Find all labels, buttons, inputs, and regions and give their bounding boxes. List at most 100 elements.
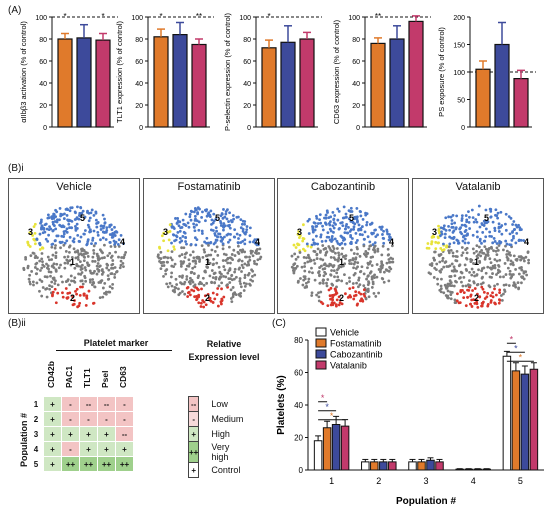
tsne-point: [497, 226, 501, 230]
tsne-point: [197, 282, 201, 286]
tsne-point: [227, 220, 230, 223]
tsne-point: [197, 288, 200, 292]
bar-cabozantinib: [520, 373, 530, 471]
tsne-point: [495, 246, 499, 250]
tsne-point: [483, 297, 487, 300]
tsne-point: [471, 289, 474, 292]
tsne-point: [294, 266, 298, 270]
tsne-point: [55, 262, 59, 266]
tsne-point: [372, 246, 376, 249]
tsne-point: [232, 277, 236, 281]
tsne-point: [368, 240, 372, 244]
tsne-point: [461, 239, 465, 243]
tsne-point: [497, 230, 501, 233]
tsne-point: [500, 232, 504, 236]
tsne-point: [186, 221, 190, 225]
bar-vatalanib: [95, 39, 111, 128]
tsne-point: [211, 229, 215, 232]
tsne-point: [340, 302, 344, 306]
tsne-point: [82, 232, 86, 236]
tsne-point: [215, 229, 218, 233]
bar-fostamatinib: [475, 68, 491, 128]
tsne-point: [210, 218, 214, 222]
tsne-point: [184, 224, 188, 227]
tsne-point: [342, 254, 346, 258]
tsne-point: [191, 280, 195, 284]
marker-cell: -: [61, 441, 80, 457]
tsne-point: [322, 278, 326, 282]
tsne-point: [512, 281, 516, 285]
cluster-label-4: 4: [524, 237, 529, 247]
tsne-point: [182, 260, 186, 264]
tsne-point: [321, 258, 325, 262]
tsne-point: [337, 256, 341, 260]
tsne-point: [93, 285, 96, 289]
tsne-point: [433, 250, 436, 254]
tsne-point: [34, 266, 37, 269]
tsne-point: [488, 234, 492, 238]
tsne-point: [91, 278, 95, 281]
tsne-point: [315, 214, 318, 218]
marker-cell: -: [61, 396, 80, 412]
cluster-label-4: 4: [389, 237, 394, 247]
bar-vehicle: [361, 461, 370, 471]
tsne-point: [51, 290, 55, 294]
y-tick-label: 20: [294, 434, 303, 443]
tsne-point: [307, 277, 311, 281]
tsne-point: [469, 302, 472, 306]
tsne-point: [376, 249, 380, 253]
tsne-point: [466, 232, 469, 236]
tsne-point: [40, 246, 44, 250]
tsne-point: [438, 260, 442, 264]
tsne-point: [500, 224, 504, 227]
tsne-point: [60, 240, 64, 244]
tsne-point: [48, 284, 51, 288]
tsne-point: [198, 207, 201, 211]
tsne-point: [203, 250, 206, 254]
tsne-point: [304, 281, 308, 285]
relative-row: ++ Very high: [187, 441, 245, 463]
tsne-points: [425, 204, 531, 309]
tsne-point: [316, 242, 320, 246]
tsne-point: [450, 222, 454, 226]
significance-star: *: [330, 411, 334, 421]
tsne-point: [498, 275, 502, 279]
tsne-point: [482, 224, 486, 227]
relative-header: Relative Expression level: [188, 339, 260, 362]
tsne-point: [332, 247, 336, 250]
tsne-point: [349, 228, 353, 232]
tsne-point: [193, 236, 197, 240]
relative-label: Medium: [198, 411, 245, 427]
tsne-point: [455, 249, 459, 253]
tsne-point: [329, 229, 333, 233]
cluster-label-1: 1: [205, 257, 210, 267]
tsne-point: [512, 236, 515, 240]
tsne-point: [524, 270, 528, 274]
tsne-point: [385, 228, 389, 232]
tsne-point: [40, 266, 44, 270]
tsne-point: [245, 228, 249, 231]
tsne-point: [455, 269, 459, 273]
bar-cabozantinib: [379, 461, 388, 471]
tsne-point: [28, 231, 32, 235]
y-tick-label: 150: [453, 43, 465, 50]
tsne-plot-vehicle: Vehicle 3 5 4 1 2: [8, 178, 140, 314]
significance-star: **: [375, 12, 381, 21]
tsne-point: [251, 274, 254, 278]
cluster-label-2: 2: [339, 293, 344, 303]
tsne-point: [434, 268, 438, 272]
tsne-point: [337, 303, 341, 307]
tsne-point: [46, 213, 50, 217]
tsne-point: [41, 286, 45, 289]
tsne-point: [509, 216, 513, 220]
tsne-point: [92, 244, 96, 248]
tsne-point: [75, 222, 79, 226]
tsne-point: [76, 258, 80, 261]
tsne-point: [243, 273, 247, 277]
tsne-point: [368, 271, 372, 275]
tsne-point: [242, 289, 246, 292]
tsne-point: [336, 207, 340, 211]
tsne-point: [68, 209, 72, 213]
tsne-points: [22, 205, 128, 309]
marker-row: 5 + ++ ++ ++ ++: [28, 456, 134, 472]
